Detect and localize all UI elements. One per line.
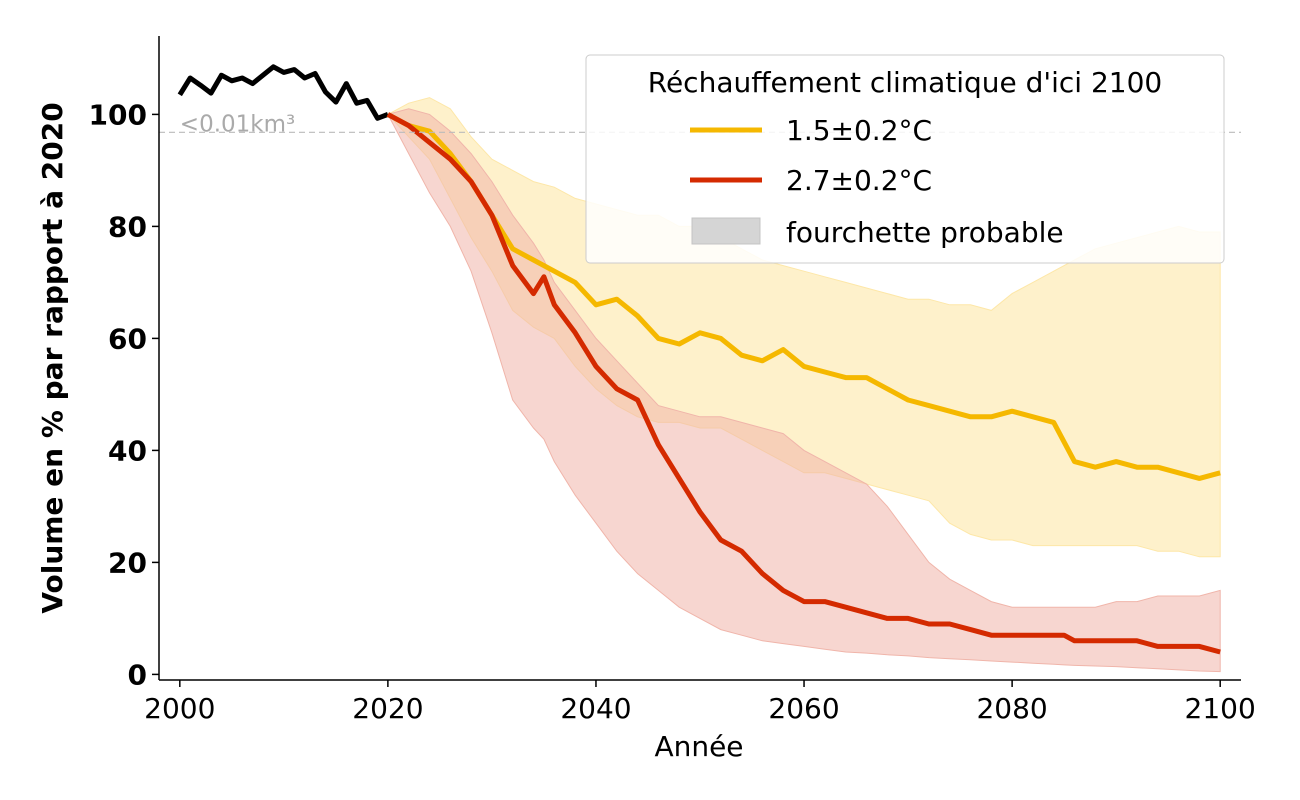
- historical-line: [177, 64, 389, 121]
- y-tick-label: 20: [108, 546, 147, 579]
- y-tick-label: 80: [108, 210, 147, 243]
- y-tick-label: 60: [108, 322, 147, 355]
- y-tick-label: 0: [128, 658, 147, 691]
- axes: [158, 36, 1241, 681]
- y-tick-label: 100: [89, 98, 147, 131]
- legend: Réchauffement climatique d'ici 2100 1.5±…: [585, 54, 1225, 264]
- series-lines: [177, 64, 1221, 655]
- likely-range-band-2.7c: [387, 108, 1221, 673]
- legend-label-2.7c: 2.7±0.2°C: [786, 164, 932, 197]
- legend-frame: [585, 54, 1225, 264]
- legend-title: Réchauffement climatique d'ici 2100: [648, 66, 1163, 99]
- x-tick-label: 2100: [1185, 692, 1256, 725]
- x-tick-label: 2020: [352, 692, 423, 725]
- legend-label-likely-range: fourchette probable: [786, 216, 1064, 249]
- x-axis-label: Année: [654, 730, 743, 763]
- x-tick-label: 2000: [144, 692, 215, 725]
- y-tick-label: 40: [108, 434, 147, 467]
- legend-swatch-likely-range: [691, 217, 761, 245]
- x-tick-label: 2060: [768, 692, 839, 725]
- reference-line-label: <0.01km³: [180, 111, 295, 137]
- legend-label-1.5c: 1.5±0.2°C: [786, 114, 932, 147]
- series-line-2.7c: [386, 112, 1221, 655]
- y-axis-label: Volume en % par rapport à 2020: [36, 102, 69, 613]
- series-line-1.5c: [386, 112, 1221, 481]
- x-tick-label: 2080: [976, 692, 1047, 725]
- x-tick-label: 2040: [560, 692, 631, 725]
